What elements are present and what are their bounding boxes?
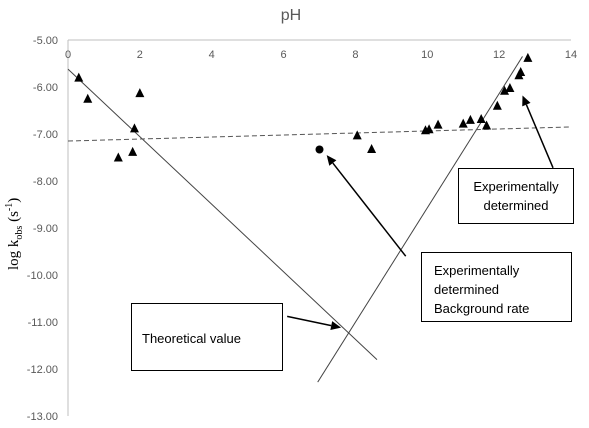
triangle-point [516, 66, 526, 76]
data-markers [74, 52, 533, 162]
fit-line [317, 56, 523, 383]
triangle-point [135, 88, 145, 98]
x-tick-label: 0 [65, 49, 71, 61]
y-axis-label: log kobs (s-1) [4, 198, 25, 270]
x-tick-label: 2 [137, 49, 143, 61]
y-tick-label: -6.00 [33, 82, 58, 94]
triangle-point [367, 144, 377, 154]
triangle-point [465, 114, 475, 124]
triangle-point [128, 146, 138, 156]
x-tick-label: 14 [565, 49, 577, 61]
y-tick-label: -12.00 [27, 364, 58, 376]
annotation-background-line3: Background rate [434, 301, 530, 316]
y-tick-label: -5.00 [33, 35, 58, 47]
triangle-point [476, 113, 486, 123]
triangle-point [458, 118, 468, 128]
triangle-point [505, 82, 515, 92]
annotation-arrow-line [287, 315, 332, 327]
x-tick-label: 12 [493, 49, 505, 61]
triangle-point [482, 120, 492, 130]
chart-title: pH [281, 7, 301, 24]
dashed-fit-line [67, 126, 572, 142]
annotation-arrow-head [330, 321, 342, 330]
annotation-background-line2: determined [434, 282, 500, 297]
annotation-arrow-head [326, 155, 337, 166]
triangle-point [113, 152, 123, 162]
y-tick-label: -7.00 [33, 129, 58, 141]
annotation-theoretical-text: Theoretical value [142, 331, 241, 346]
x-tick-label: 8 [352, 49, 358, 61]
triangle-point [352, 130, 362, 140]
triangle-point [83, 93, 93, 103]
circle-point [315, 145, 324, 154]
y-tick-label: -8.00 [33, 176, 58, 188]
y-tick-label: -10.00 [27, 270, 58, 282]
x-tick-label: 10 [421, 49, 433, 61]
annotation-arrows [287, 95, 554, 330]
triangle-point [424, 124, 434, 134]
annotation-box-experimental: Experimentally determined [458, 168, 574, 224]
annotation-arrow-line [332, 162, 407, 257]
x-tick-labels: 0 2 4 6 8 10 12 14 [65, 49, 577, 61]
annotation-experimental-line2: determined [483, 198, 549, 213]
annotation-arrow-line [525, 104, 554, 169]
annotation-background-line1: Experimentally [434, 263, 520, 278]
annotation-arrow-head [522, 95, 531, 107]
triangle-point [492, 100, 502, 110]
annotation-experimental-line1: Experimentally [473, 179, 559, 194]
y-tick-labels: -5.00 -6.00 -7.00 -8.00 -9.00 -10.00 -11.00 -12… [27, 35, 58, 423]
x-tick-label: 4 [209, 49, 215, 61]
annotation-box-background: Experimentally determined Background rat… [421, 252, 572, 322]
triangle-point [500, 85, 510, 95]
y-tick-label: -13.00 [27, 411, 58, 423]
y-tick-label: -11.00 [28, 317, 58, 329]
annotation-box-theoretical: Theoretical value [131, 303, 283, 371]
triangle-point [433, 119, 443, 129]
triangle-point [129, 123, 139, 133]
fit-line [67, 68, 378, 360]
y-tick-label: -9.00 [33, 223, 58, 235]
triangle-point [523, 52, 533, 62]
triangle-point [74, 72, 84, 82]
x-tick-label: 6 [281, 49, 287, 61]
